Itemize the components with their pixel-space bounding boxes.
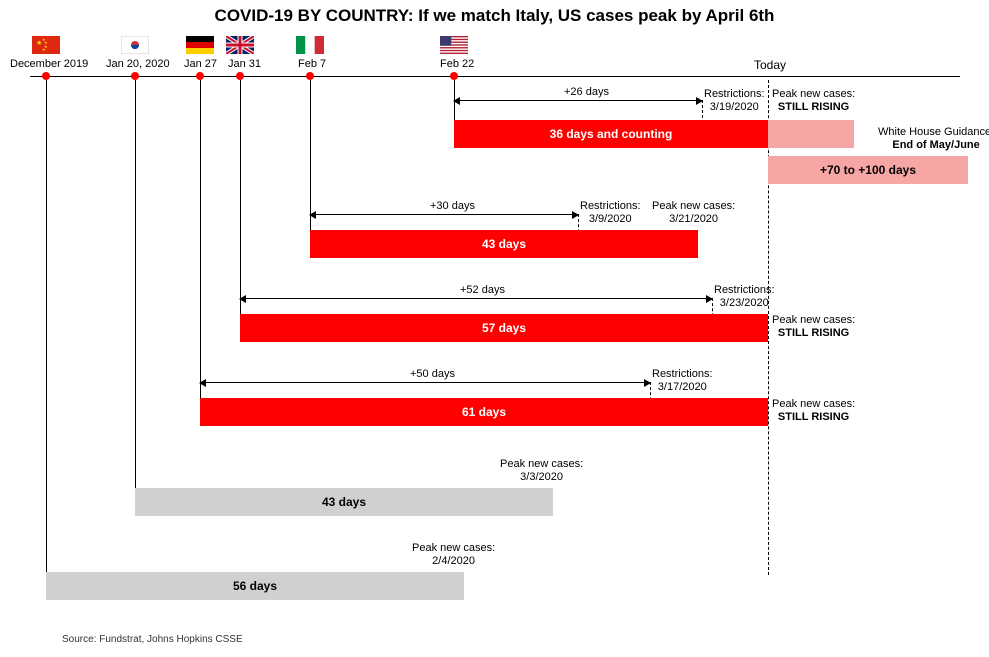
- italy-peak-label: Peak new cases:3/21/2020: [652, 200, 735, 226]
- china-bar: 56 days: [46, 572, 464, 600]
- germany-arrow: [200, 382, 650, 383]
- usa-projection-bar-wh: +70 to +100 days: [768, 156, 968, 184]
- germany-marker-dot: [196, 72, 204, 80]
- source-citation: Source: Fundstrat, Johns Hopkins CSSE: [62, 634, 243, 645]
- germany-peak-label: Peak new cases:STILL RISING: [772, 398, 855, 424]
- skorea-date-label: Jan 20, 2020: [106, 58, 170, 70]
- usa-date-label: Feb 22: [440, 58, 474, 70]
- usa-projection-bar-italy: [768, 120, 854, 148]
- chart-title: COVID-19 BY COUNTRY: If we match Italy, …: [0, 6, 989, 26]
- usa-whitehouse-label: White House Guidance:End of May/June: [878, 126, 989, 152]
- uk-arrow: [240, 298, 712, 299]
- china-date-label: December 2019: [10, 58, 88, 70]
- usa-flag-icon: [440, 36, 468, 54]
- germany-drop-line: [200, 80, 201, 426]
- skorea-peak-label: Peak new cases:3/3/2020: [500, 458, 583, 484]
- usa-bar: 36 days and counting: [454, 120, 768, 148]
- skorea-marker-dot: [131, 72, 139, 80]
- today-dashed-line: [768, 80, 769, 575]
- china-marker-dot: [42, 72, 50, 80]
- usa-arrow: [454, 100, 702, 101]
- germany-bar: 61 days: [200, 398, 768, 426]
- italy-arrow: [310, 214, 578, 215]
- china-peak-label: Peak new cases:2/4/2020: [412, 542, 495, 568]
- skorea-bar: 43 days: [135, 488, 553, 516]
- uk-date-label: Jan 31: [228, 58, 261, 70]
- usa-marker-dot: [450, 72, 458, 80]
- china-flag-icon: ★★★★★: [32, 36, 60, 54]
- germany-date-label: Jan 27: [184, 58, 217, 70]
- italy-marker-dot: [306, 72, 314, 80]
- italy-flag-icon: [296, 36, 324, 54]
- germany-flag-icon: [186, 36, 214, 54]
- germany-arrow-label: +50 days: [410, 368, 455, 381]
- uk-arrow-label: +52 days: [460, 284, 505, 297]
- uk-restrictions-label: Restrictions:3/23/2020: [714, 284, 775, 310]
- timeline-axis: [30, 76, 960, 77]
- uk-peak-label: Peak new cases:STILL RISING: [772, 314, 855, 340]
- uk-flag-icon: [226, 36, 254, 54]
- uk-marker-dot: [236, 72, 244, 80]
- italy-date-label: Feb 7: [298, 58, 326, 70]
- italy-bar: 43 days: [310, 230, 698, 258]
- uk-bar: 57 days: [240, 314, 768, 342]
- skorea-flag-icon: [121, 36, 149, 54]
- today-label: Today: [754, 58, 786, 72]
- usa-restrictions-label: Restrictions:3/19/2020: [704, 88, 765, 114]
- svg-text:★: ★: [42, 47, 46, 52]
- usa-peak-label: Peak new cases:STILL RISING: [772, 88, 855, 114]
- italy-arrow-label: +30 days: [430, 200, 475, 213]
- germany-restrictions-label: Restrictions:3/17/2020: [652, 368, 713, 394]
- skorea-drop-line: [135, 80, 136, 516]
- usa-arrow-label: +26 days: [564, 86, 609, 99]
- italy-restrictions-label: Restrictions:3/9/2020: [580, 200, 641, 226]
- china-drop-line: [46, 80, 47, 600]
